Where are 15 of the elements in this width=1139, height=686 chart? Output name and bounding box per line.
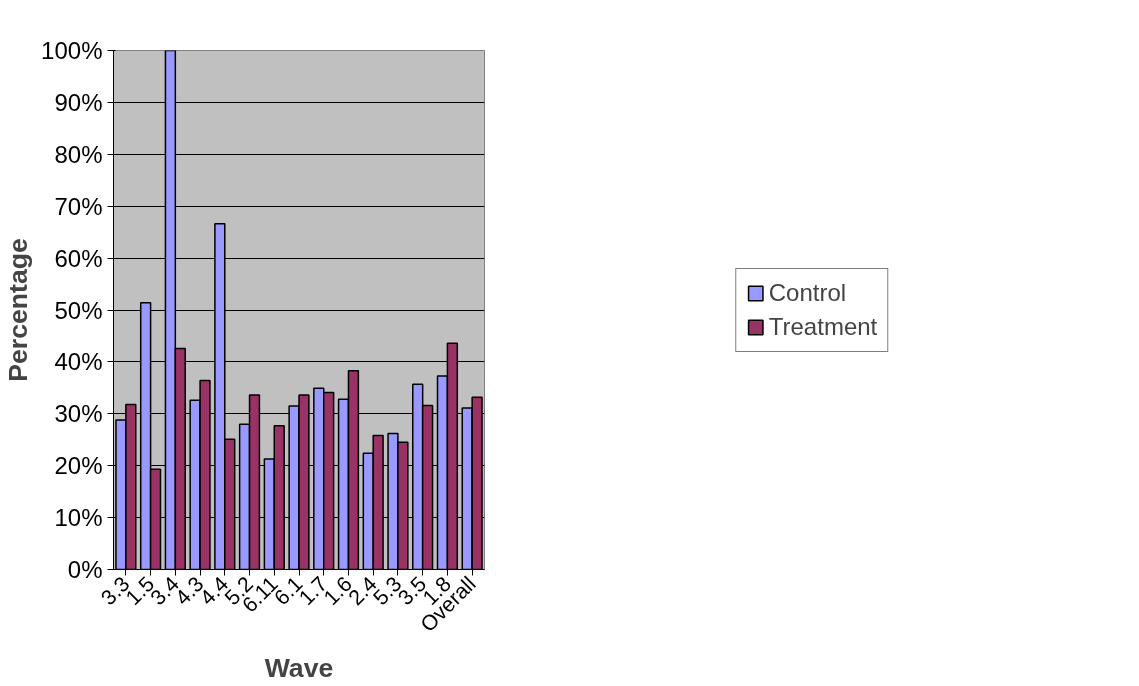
y-tick-label: 80% [54, 140, 103, 168]
x-axis-title: Wave [264, 653, 334, 684]
y-tick-label: 50% [54, 296, 103, 324]
y-tick-label: 20% [54, 452, 103, 480]
y-tick-label: 40% [54, 348, 103, 376]
y-axis-title: Percentage [3, 238, 34, 382]
y-tick-label: 100% [41, 37, 103, 64]
y-tick-label: 0% [67, 556, 103, 583]
y-tick-label: 60% [54, 244, 103, 272]
y-tick-label: 70% [54, 192, 103, 220]
y-tick-label: 10% [54, 504, 103, 532]
y-tick-label: 30% [54, 400, 103, 428]
legend-label: Treatment [768, 312, 878, 341]
y-tick-label: 90% [54, 88, 103, 116]
legend-label: Control [768, 278, 847, 307]
